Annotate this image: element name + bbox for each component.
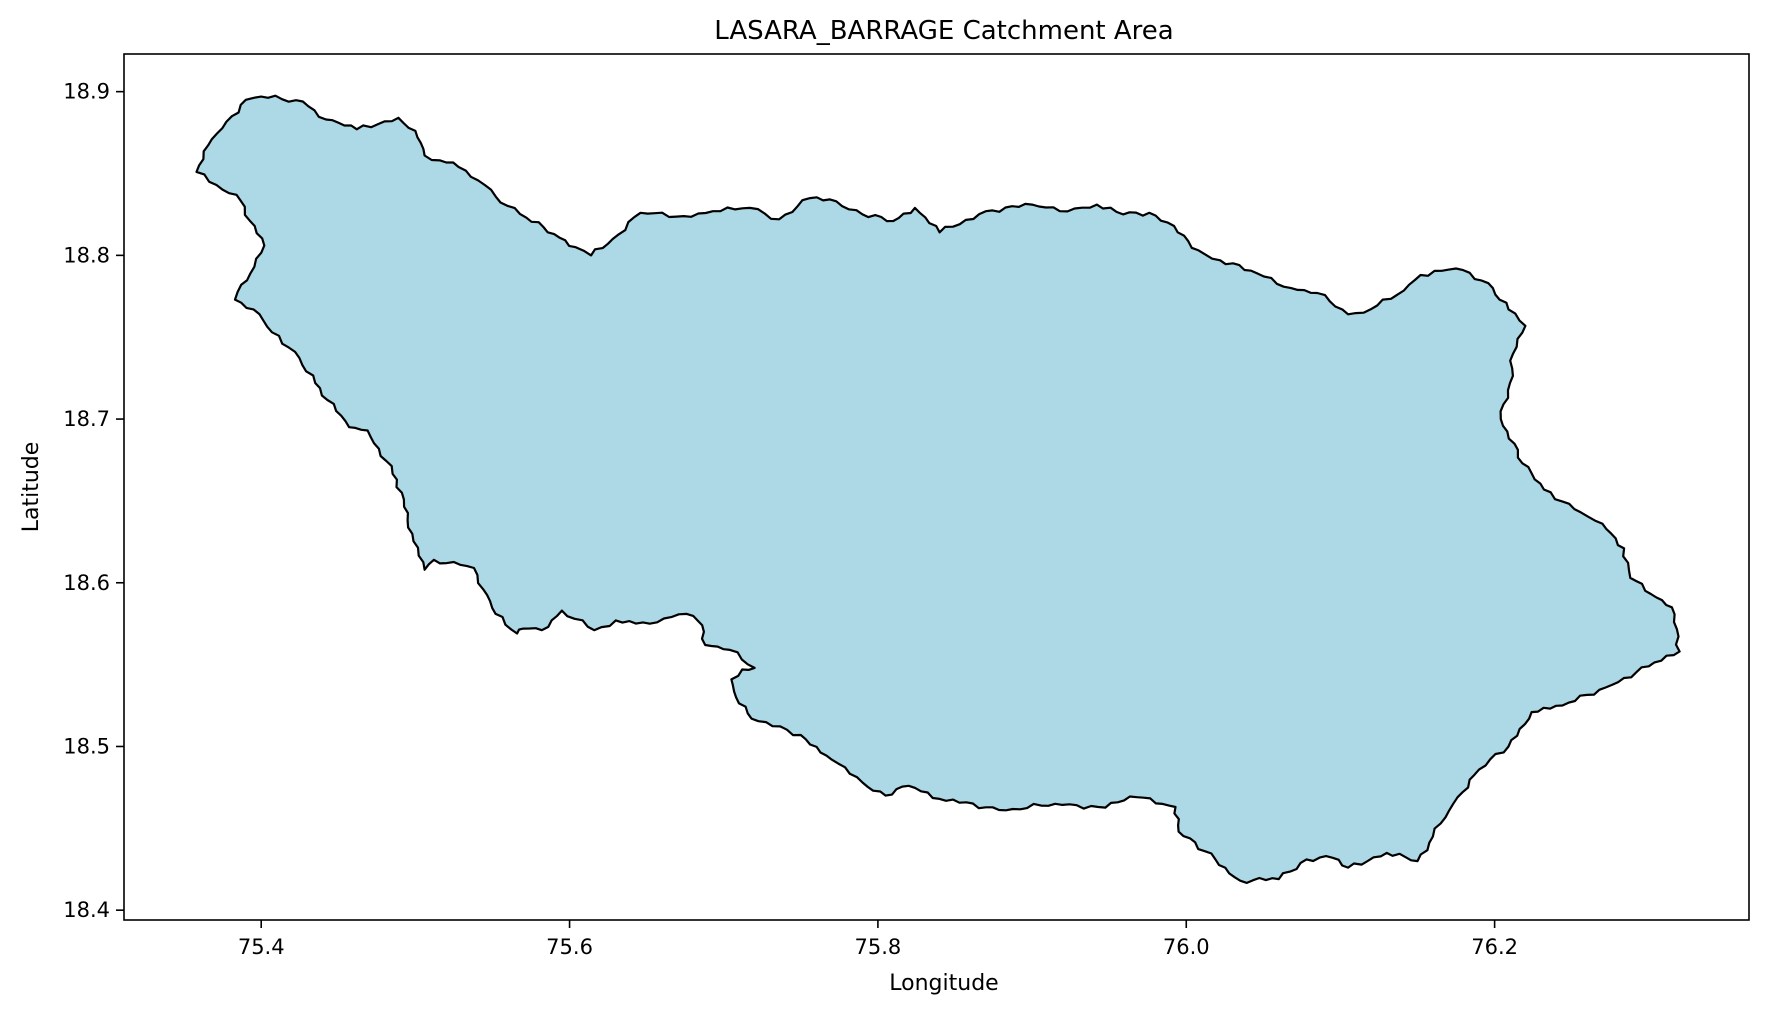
y-axis-label: Latitude <box>19 442 44 533</box>
x-tick-label: 76.2 <box>1471 935 1518 959</box>
y-tick-label: 18.5 <box>63 734 110 758</box>
y-tick-label: 18.6 <box>63 571 110 595</box>
x-tick-label: 75.8 <box>855 935 902 959</box>
plot-frame <box>123 53 1750 921</box>
x-tick-label: 75.4 <box>238 935 285 959</box>
y-tick-label: 18.4 <box>63 898 110 922</box>
y-tick-label: 18.9 <box>63 80 110 104</box>
catchment-polygon <box>195 94 1681 884</box>
y-tick-label: 18.8 <box>63 243 110 267</box>
x-axis-label: Longitude <box>889 971 998 996</box>
y-tick-label: 18.7 <box>63 407 110 431</box>
x-tick-label: 75.6 <box>546 935 593 959</box>
chart-title: LASARA_BARRAGE Catchment Area <box>714 16 1173 46</box>
x-tick-label: 76.0 <box>1163 935 1210 959</box>
